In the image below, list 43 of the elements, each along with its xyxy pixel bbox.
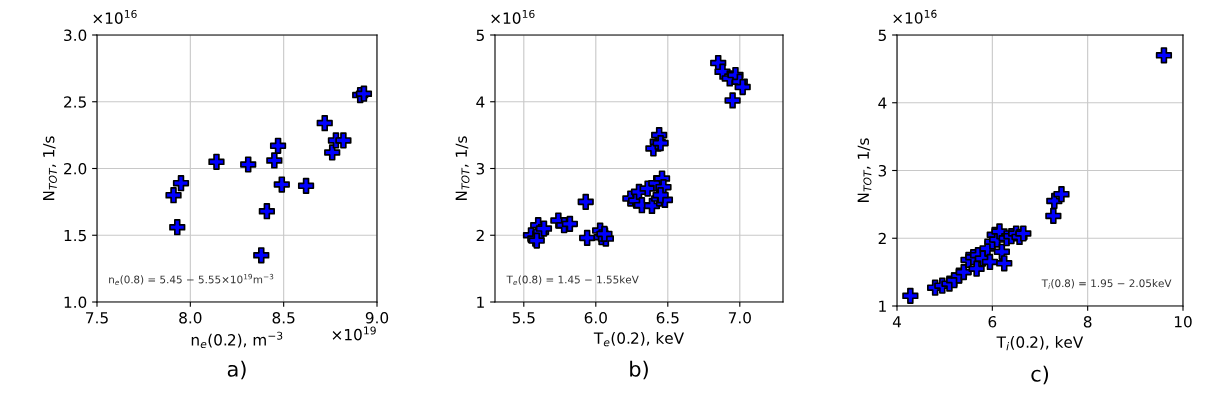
x-tick-label: 4 xyxy=(892,316,901,328)
y-tick-label: 3.0 xyxy=(64,29,87,42)
text: ×10$^{19}$ xyxy=(332,326,376,341)
x-tick-label: 8 xyxy=(1083,315,1092,328)
y-tick-label: 3 xyxy=(476,162,485,175)
x-tick-label: 8.0 xyxy=(179,311,202,324)
annotation: T$_{e}$(0.8) = 1.45 − 1.55keV xyxy=(506,275,639,286)
text: ×10$^{16}$ xyxy=(491,9,535,24)
x-axis-title: T$_{e}$(0.2), keV xyxy=(593,332,684,347)
x-tick-label: 7.0 xyxy=(728,311,751,324)
y-tick-label: 2 xyxy=(476,229,484,242)
x-tick-label: 6.0 xyxy=(584,311,607,324)
x-tick-label: 9.0 xyxy=(365,311,389,324)
annotation: n$_{e}$(0.8) = 5.45 − 5.55×10$^{19}$m$^{−3}$ xyxy=(109,273,274,286)
y-tick-label: 4 xyxy=(476,96,485,108)
y-axis-title: N$_{TOT}$, 1/s xyxy=(857,138,872,203)
x-tick-label: 7.5 xyxy=(86,312,108,324)
y-tick-label: 1 xyxy=(879,300,886,312)
y-tick-label: 5 xyxy=(476,29,484,42)
y-axis-title: N$_{TOT}$, 1/s xyxy=(43,136,57,201)
y-tick-label: 2.5 xyxy=(64,96,86,108)
y-tick-label: 1 xyxy=(477,296,484,308)
annotation: T$_{i}$(0.8) = 1.95 − 2.05keV xyxy=(1041,279,1172,289)
x-tick-label: 5.5 xyxy=(512,312,535,324)
x-axis-title: n$_{e}$(0.2), m$^{−3}$ xyxy=(191,331,283,349)
y-tick-label: 2 xyxy=(878,232,886,245)
y-axis-title: N$_{TOT}$, 1/s xyxy=(455,136,470,201)
y-tick-label: 1.0 xyxy=(64,296,87,309)
text: ×10$^{16}$ xyxy=(93,9,137,24)
x-tick-label: 8.5 xyxy=(272,311,295,324)
y-tick-label: 4 xyxy=(878,97,887,109)
text: ×10$^{16}$ xyxy=(893,9,937,24)
x-axis-title: T$_{i}$(0.2), keV xyxy=(996,336,1084,351)
text: a) xyxy=(227,360,246,380)
text: c) xyxy=(1031,365,1048,385)
x-tick-label: 6.5 xyxy=(656,311,679,324)
x-tick-label: 6 xyxy=(988,315,997,328)
y-tick-label: 5 xyxy=(878,29,886,42)
y-tick-label: 3 xyxy=(878,164,887,177)
x-tick-label: 10 xyxy=(1174,315,1192,328)
text: b) xyxy=(630,360,648,380)
y-tick-label: 1.5 xyxy=(64,229,86,242)
y-tick-label: 2.0 xyxy=(64,162,87,175)
